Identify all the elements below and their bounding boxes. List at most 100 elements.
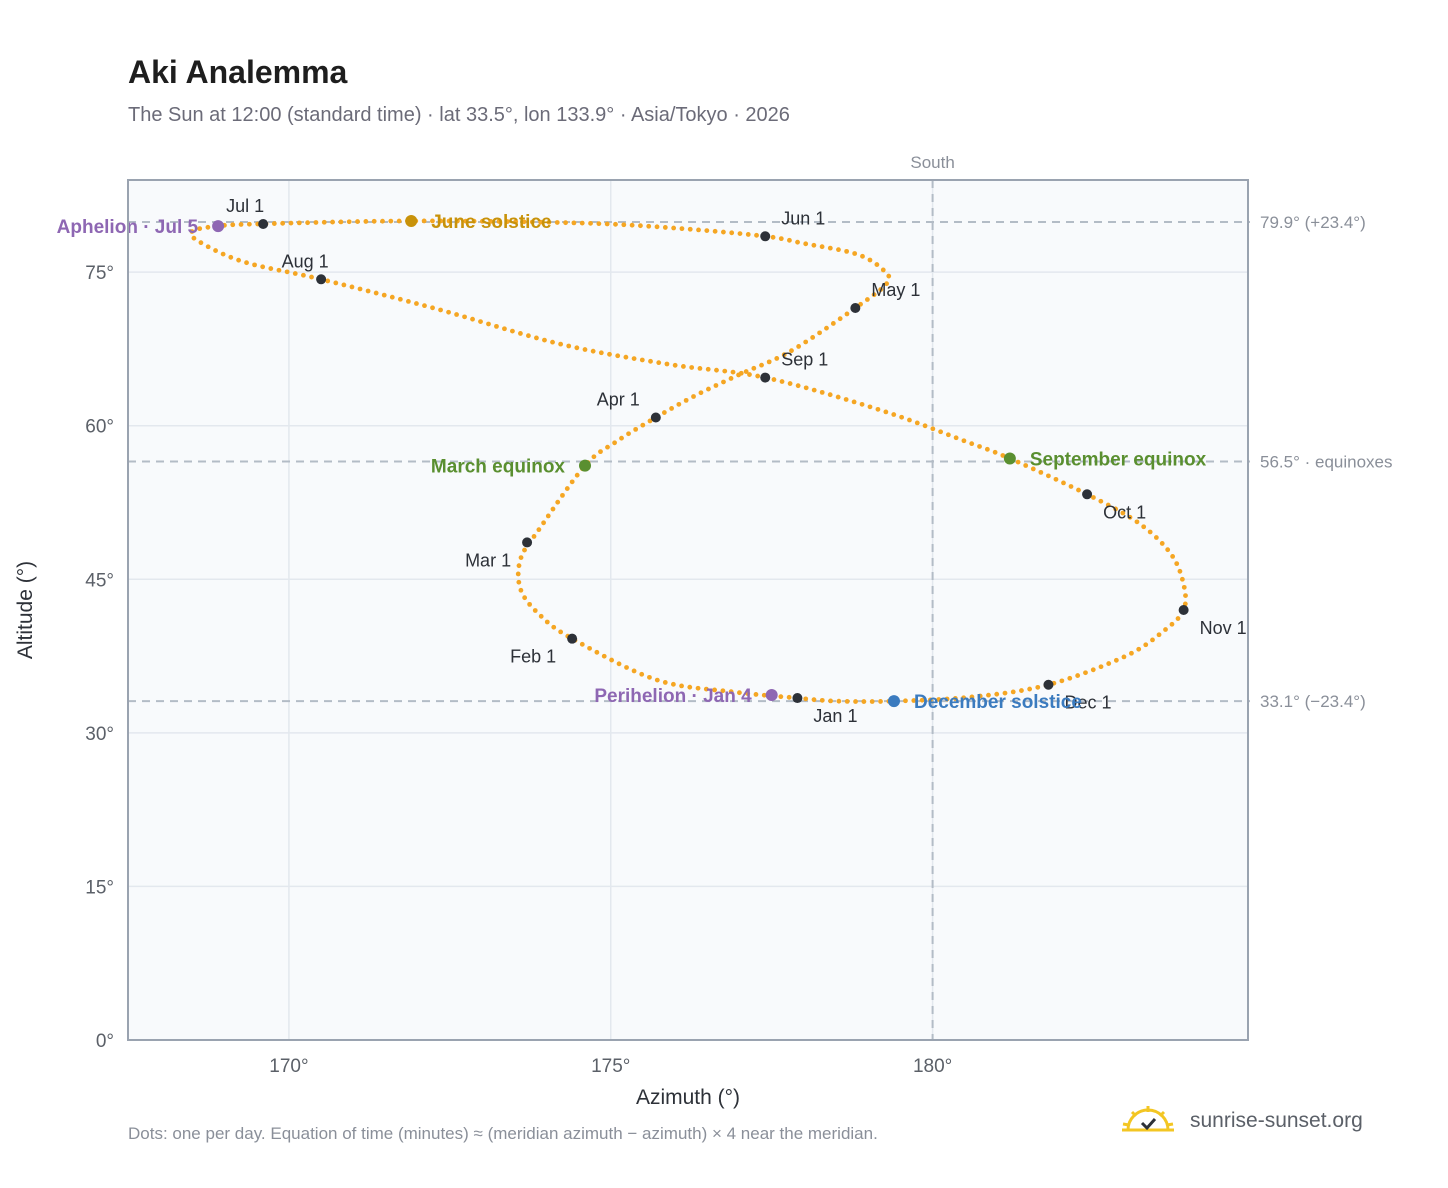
daily-sun-dot [689,365,695,370]
daily-sun-dot [938,429,944,435]
daily-sun-dot [720,688,726,694]
daily-sun-dot [605,444,610,450]
daily-sun-dot [531,534,537,539]
daily-sun-dot [633,426,639,432]
brand-name: sunrise-sunset.org [1190,1109,1363,1132]
daily-sun-dot [522,595,528,601]
daily-sun-dot [346,219,352,225]
daily-sun-dot [1030,466,1036,472]
apsis-marker [212,220,225,233]
daily-sun-dot [1015,459,1021,465]
daily-sun-dot [1068,484,1074,489]
daily-sun-dot [830,321,836,326]
brand[interactable]: sunrise-sunset.org [1120,1104,1363,1138]
daily-sun-dot [604,221,610,227]
daily-sun-dot [778,236,784,242]
daily-sun-dot [246,221,252,227]
daily-sun-dot [737,690,742,696]
month-marker [850,302,861,313]
daily-sun-dot [1159,541,1165,546]
daily-sun-dot [681,364,686,369]
daily-sun-dot [743,369,749,374]
apsis-marker [765,688,778,701]
chart-subtitle: The Sun at 12:00 (standard time) · lat 3… [128,104,790,126]
plot-area [128,180,1248,1040]
daily-sun-dot [594,649,600,655]
month-label: Oct 1 [1103,502,1146,522]
daily-sun-dot [640,422,646,428]
daily-sun-dot [712,228,718,234]
daily-sun-dot [803,339,809,345]
daily-sun-dot [590,348,596,354]
equinox-marker [1003,452,1016,465]
daily-sun-dot [819,244,825,250]
daily-sun-dot [560,492,565,498]
daily-sun-dot [754,232,759,238]
daily-sun-dot [522,547,527,553]
daily-sun-dot [446,218,452,224]
daily-sun-dot [534,335,539,341]
daily-sun-dot [899,414,905,420]
daily-sun-dot [591,454,597,460]
daily-sun-dot [803,241,809,247]
daily-sun-dot [646,223,652,229]
daily-sun-dot [338,219,344,225]
daily-sun-dot [986,692,991,698]
daily-sun-dot [197,226,203,232]
daily-sun-dot [672,362,678,368]
daily-sun-dot [280,220,286,226]
daily-sun-dot [919,697,925,703]
daily-sun-dot [631,668,637,674]
daily-sun-dot [478,319,483,324]
daily-sun-dot [728,376,734,381]
daily-sun-dot [292,271,298,276]
daily-sun-dot [867,404,873,410]
daily-sun-dot [969,694,975,700]
daily-sun-dot [486,321,491,327]
daily-sun-dot [1136,646,1142,652]
daily-sun-dot [260,264,266,270]
daily-sun-dot [803,385,809,391]
daily-sun-dot [1091,495,1096,500]
daily-sun-dot [1165,547,1171,553]
daily-sun-dot [662,680,668,685]
daily-sun-dot [546,219,552,225]
daily-sun-dot [961,438,967,444]
daily-sun-dot [1179,576,1185,582]
daily-sun-dot [844,699,850,704]
daily-sun-dot [778,694,784,700]
daily-sun-dot [1174,561,1180,567]
month-marker [1082,489,1093,500]
daily-sun-dot [683,397,689,403]
daily-sun-dot [679,226,685,232]
daily-sun-dot [891,412,897,417]
daily-sun-dot [928,697,933,703]
daily-sun-dot [574,472,580,478]
x-tick-label: 175° [591,1056,630,1077]
daily-sun-dot [518,331,523,336]
daily-sun-dot [363,219,369,224]
daily-sun-dot [191,235,197,241]
daily-sun-dot [462,314,467,320]
daily-sun-dot [276,267,282,273]
daily-sun-dot [1153,535,1159,540]
daily-sun-dot [883,409,889,415]
daily-sun-dot [631,356,637,361]
daily-sun-dot [389,294,395,300]
daily-sun-dot [598,449,603,455]
y-tick-label: 0° [96,1031,114,1052]
daily-sun-dot [1177,568,1183,574]
daily-sun-dot [355,219,360,224]
daily-sun-dot [871,292,877,298]
daily-sun-dot [388,218,394,224]
daily-sun-dot [810,335,816,340]
daily-sun-dot [781,352,787,358]
daily-sun-dot [961,695,967,701]
daily-sun-dot [1010,689,1016,695]
daily-sun-dot [494,323,499,329]
daily-sun-dot [513,219,519,225]
daily-sun-dot [516,579,522,585]
y-tick-label: 15° [85,877,114,898]
month-marker [760,372,771,383]
daily-sun-dot [656,360,662,366]
